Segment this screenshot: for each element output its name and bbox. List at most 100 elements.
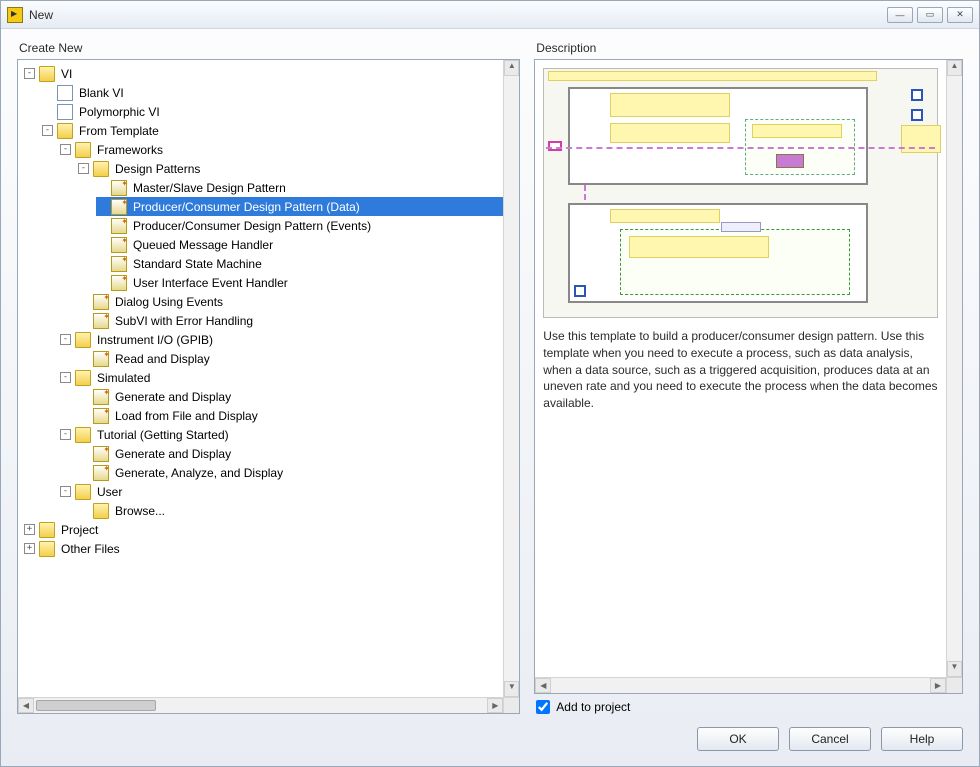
template-icon xyxy=(93,389,109,405)
tree-hscrollbar[interactable]: ◀ ▶ xyxy=(18,697,503,713)
titlebar[interactable]: New — ▭ ✕ xyxy=(1,1,979,29)
add-to-project-checkbox[interactable] xyxy=(536,700,550,714)
tree-label: Generate and Display xyxy=(113,446,233,462)
description-box: Use this template to build a producer/co… xyxy=(534,59,963,694)
tree-node-from-template[interactable]: - From Template xyxy=(42,121,503,140)
template-icon xyxy=(111,256,127,272)
tree-node-vi[interactable]: - VI xyxy=(24,64,503,83)
description-label: Description xyxy=(534,41,963,55)
tree-node-polymorphic-vi[interactable]: Polymorphic VI xyxy=(42,102,503,121)
tree-vscrollbar[interactable]: ▲ ▼ xyxy=(503,60,519,697)
tree-node-gen-display[interactable]: Generate and Display xyxy=(78,387,503,406)
scroll-right-icon[interactable]: ▶ xyxy=(930,678,946,693)
expand-toggle[interactable]: - xyxy=(60,429,71,440)
minimize-button[interactable]: — xyxy=(887,7,913,23)
folder-open-icon xyxy=(75,427,91,443)
scroll-down-icon[interactable]: ▼ xyxy=(504,681,519,697)
new-dialog-window: New — ▭ ✕ Create New - VI xyxy=(0,0,980,767)
vi-icon xyxy=(57,104,73,120)
tree-label: SubVI with Error Handling xyxy=(113,313,255,329)
template-icon xyxy=(93,294,109,310)
cancel-button[interactable]: Cancel xyxy=(789,727,871,751)
tree-node-uieh[interactable]: User Interface Event Handler xyxy=(96,273,503,292)
tree-node-subvi-err[interactable]: SubVI with Error Handling xyxy=(78,311,503,330)
tree-node-browse[interactable]: Browse... xyxy=(78,501,503,520)
tree-node-dialog-events[interactable]: Dialog Using Events xyxy=(78,292,503,311)
tree-label: Generate and Display xyxy=(113,389,233,405)
tree-label: Standard State Machine xyxy=(131,256,264,272)
expand-toggle[interactable]: - xyxy=(60,334,71,345)
scroll-up-icon[interactable]: ▲ xyxy=(947,60,962,76)
tree-node-instrument-io[interactable]: - Instrument I/O (GPIB) xyxy=(60,330,503,349)
folder-icon xyxy=(39,541,55,557)
tree-label: Read and Display xyxy=(113,351,212,367)
expand-toggle[interactable]: + xyxy=(24,524,35,535)
scroll-left-icon[interactable]: ◀ xyxy=(535,678,551,693)
tree-node-design-patterns[interactable]: - Design Patterns xyxy=(78,159,503,178)
desc-hscrollbar[interactable]: ◀ ▶ xyxy=(535,677,946,693)
template-icon xyxy=(111,275,127,291)
app-icon xyxy=(7,7,23,23)
template-icon xyxy=(93,351,109,367)
tree-label: Producer/Consumer Design Pattern (Data) xyxy=(131,199,362,215)
create-new-panel: Create New - VI xyxy=(17,41,520,714)
tree-label: From Template xyxy=(77,123,161,139)
tree-label: VI xyxy=(59,66,74,82)
expand-toggle[interactable]: - xyxy=(42,125,53,136)
tree-label: Generate, Analyze, and Display xyxy=(113,465,285,481)
close-button[interactable]: ✕ xyxy=(947,7,973,23)
expand-toggle[interactable]: - xyxy=(60,372,71,383)
template-tree[interactable]: - VI Blank VI xyxy=(18,60,503,697)
expand-toggle[interactable]: - xyxy=(24,68,35,79)
expand-toggle[interactable]: - xyxy=(60,144,71,155)
tree-node-user[interactable]: - User xyxy=(60,482,503,501)
tree-node-load-file[interactable]: Load from File and Display xyxy=(78,406,503,425)
tree-node-pc-data[interactable]: Producer/Consumer Design Pattern (Data) xyxy=(96,197,503,216)
scroll-up-icon[interactable]: ▲ xyxy=(504,60,519,76)
tree-label: Instrument I/O (GPIB) xyxy=(95,332,215,348)
scroll-left-icon[interactable]: ◀ xyxy=(18,698,34,713)
tree-node-ssm[interactable]: Standard State Machine xyxy=(96,254,503,273)
scroll-thumb[interactable] xyxy=(36,700,156,711)
tree-node-read-display[interactable]: Read and Display xyxy=(78,349,503,368)
scroll-right-icon[interactable]: ▶ xyxy=(487,698,503,713)
template-preview-image xyxy=(543,68,938,318)
tree-label: Simulated xyxy=(95,370,152,386)
maximize-button[interactable]: ▭ xyxy=(917,7,943,23)
tree-node-simulated[interactable]: - Simulated xyxy=(60,368,503,387)
vi-icon xyxy=(57,85,73,101)
window-title: New xyxy=(29,8,887,22)
expand-toggle[interactable]: - xyxy=(78,163,89,174)
scroll-down-icon[interactable]: ▼ xyxy=(947,661,962,677)
template-icon xyxy=(111,180,127,196)
template-icon xyxy=(111,199,127,215)
tree-node-pc-events[interactable]: Producer/Consumer Design Pattern (Events… xyxy=(96,216,503,235)
tree-node-tut-gd[interactable]: Generate and Display xyxy=(78,444,503,463)
tree-node-master-slave[interactable]: Master/Slave Design Pattern xyxy=(96,178,503,197)
template-icon xyxy=(93,313,109,329)
tree-label: Tutorial (Getting Started) xyxy=(95,427,231,443)
dialog-footer: OK Cancel Help xyxy=(1,722,979,766)
ok-button[interactable]: OK xyxy=(697,727,779,751)
help-button[interactable]: Help xyxy=(881,727,963,751)
tree-label: Frameworks xyxy=(95,142,165,158)
tree-label: User xyxy=(95,484,124,500)
desc-vscrollbar[interactable]: ▲ ▼ xyxy=(946,60,962,677)
window-buttons: — ▭ ✕ xyxy=(887,7,973,23)
tree-node-blank-vi[interactable]: Blank VI xyxy=(42,83,503,102)
tree-node-tutorial[interactable]: - Tutorial (Getting Started) xyxy=(60,425,503,444)
scroll-corner xyxy=(503,697,519,713)
create-new-label: Create New xyxy=(17,41,520,55)
expand-toggle[interactable]: + xyxy=(24,543,35,554)
expand-toggle[interactable]: - xyxy=(60,486,71,497)
tree-node-project[interactable]: + Project xyxy=(24,520,503,539)
tree-label: Design Patterns xyxy=(113,161,202,177)
tree-node-qmh[interactable]: Queued Message Handler xyxy=(96,235,503,254)
tree-node-tut-gad[interactable]: Generate, Analyze, and Display xyxy=(78,463,503,482)
description-content: Use this template to build a producer/co… xyxy=(535,60,946,677)
folder-open-icon xyxy=(93,161,109,177)
tree-node-other-files[interactable]: + Other Files xyxy=(24,539,503,558)
content-area: Create New - VI xyxy=(1,29,979,722)
tree-node-frameworks[interactable]: - Frameworks xyxy=(60,140,503,159)
folder-open-icon xyxy=(57,123,73,139)
